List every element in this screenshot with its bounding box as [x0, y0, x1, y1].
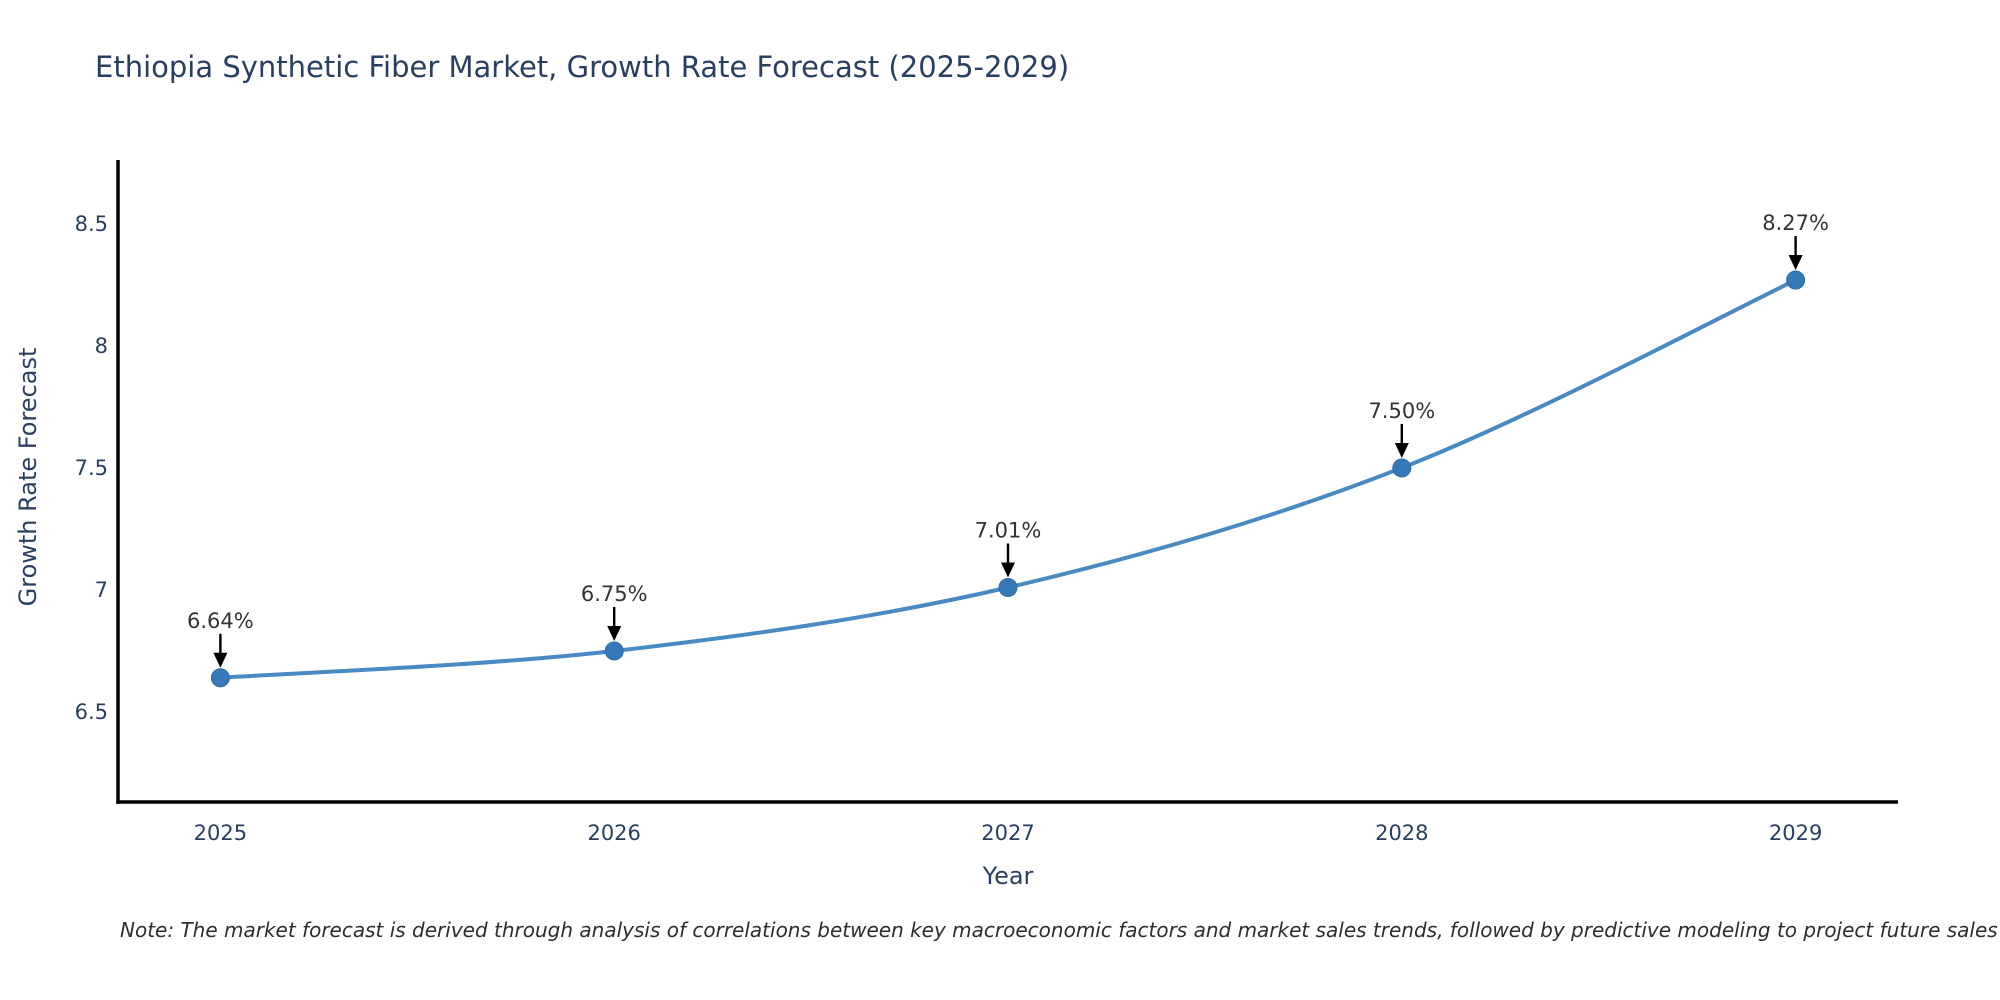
y-tick-label: 6.5	[75, 700, 108, 724]
x-tick-label: 2027	[981, 821, 1034, 845]
data-point-marker[interactable]	[1786, 270, 1806, 290]
x-tick-label: 2029	[1769, 821, 1822, 845]
chart-title: Ethiopia Synthetic Fiber Market, Growth …	[95, 50, 1070, 84]
annotation-arrow-head	[1394, 442, 1409, 458]
x-tick-label: 2028	[1375, 821, 1428, 845]
x-tick-label: 2025	[194, 821, 247, 845]
data-point-label: 7.50%	[1368, 399, 1435, 423]
y-tick-label: 7	[95, 578, 108, 602]
y-tick-label: 8.5	[75, 212, 108, 236]
annotation-arrow-head	[213, 652, 228, 668]
footnote: Note: The market forecast is derived thr…	[120, 918, 1998, 942]
data-point-label: 7.01%	[975, 519, 1042, 543]
annotation-arrow-head	[607, 625, 622, 641]
series-line	[218, 278, 1798, 680]
y-axis-title: Growth Rate Forecast	[14, 347, 42, 607]
data-point-marker[interactable]	[210, 668, 230, 688]
annotation-arrow-head	[1788, 255, 1803, 271]
data-point-marker[interactable]	[1392, 458, 1412, 478]
data-point-label: 6.64%	[187, 609, 254, 633]
data-point-label: 6.75%	[581, 582, 648, 606]
data-point-marker[interactable]	[604, 641, 624, 661]
data-point-marker[interactable]	[998, 578, 1018, 598]
x-axis-title: Year	[982, 862, 1034, 890]
y-tick-label: 8	[95, 334, 108, 358]
annotation-arrow-head	[1001, 562, 1015, 578]
data-point-label: 8.27%	[1762, 211, 1829, 235]
x-tick-label: 2026	[587, 821, 640, 845]
y-tick-label: 7.5	[75, 456, 108, 480]
